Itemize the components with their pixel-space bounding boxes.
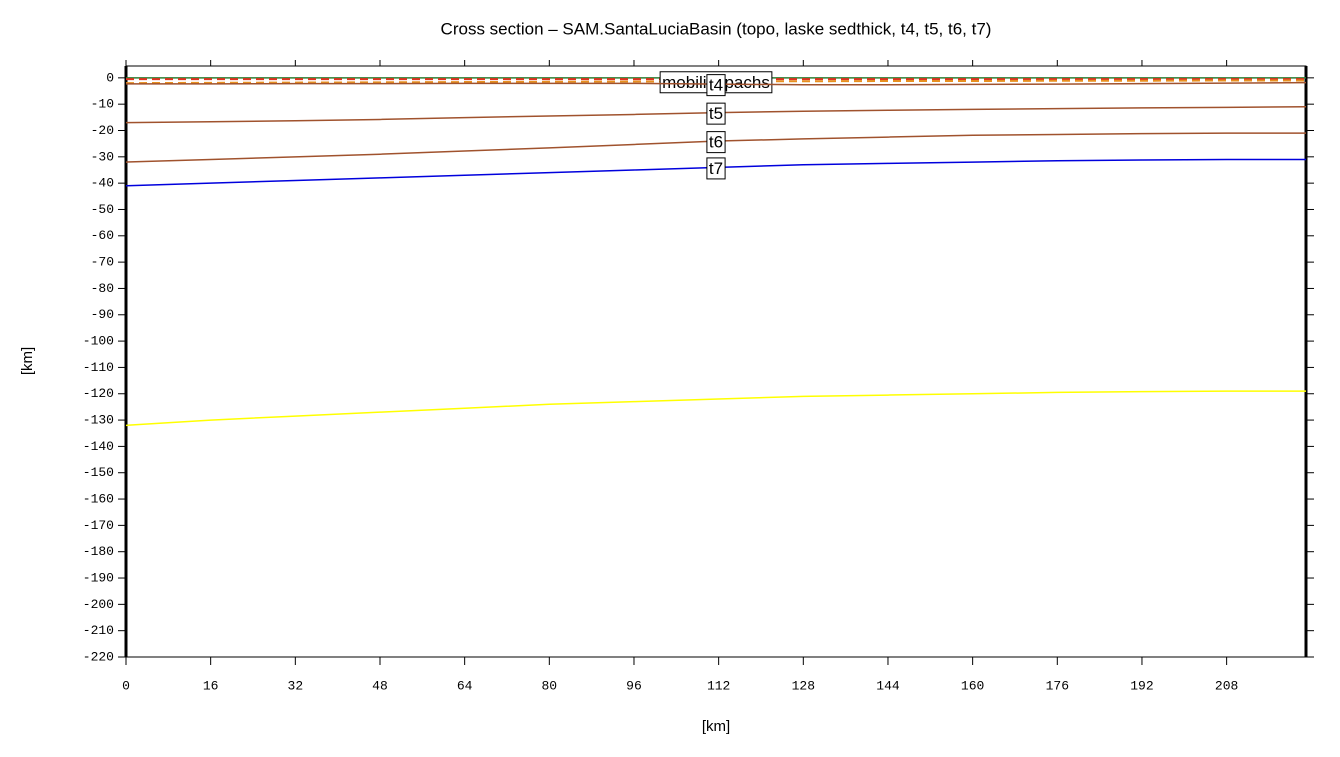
y-tick-label: 0	[106, 70, 114, 85]
x-tick-label: 144	[876, 678, 900, 693]
y-tick-label: -100	[83, 334, 114, 349]
x-tick-label: 96	[626, 678, 642, 693]
line-label-box	[706, 131, 726, 154]
x-tick-label: 160	[961, 678, 984, 693]
x-tick-label: 176	[1046, 678, 1069, 693]
y-tick-label: -70	[91, 255, 114, 270]
x-tick-label: 208	[1215, 678, 1238, 693]
line-label: t5	[709, 104, 723, 123]
x-tick-label: 112	[707, 678, 730, 693]
y-tick-label: -140	[83, 439, 114, 454]
line-label-box	[706, 74, 726, 97]
line-label: t4	[709, 76, 723, 95]
x-tick-label: 0	[122, 678, 130, 693]
line-label-box	[706, 157, 726, 180]
x-axis-label: [km]	[702, 718, 730, 735]
chart-title: Cross section – SAM.SantaLuciaBasin (top…	[441, 19, 992, 38]
y-tick-label: -170	[83, 518, 114, 533]
y-tick-label: -90	[91, 307, 114, 322]
y-tick-label: -50	[91, 202, 114, 217]
y-tick-label: -60	[91, 228, 114, 243]
x-tick-label: 80	[542, 678, 558, 693]
y-tick-label: -160	[83, 491, 114, 506]
y-tick-label: -10	[91, 97, 114, 112]
x-tick-label: 48	[372, 678, 388, 693]
plot-frame	[125, 65, 1307, 658]
y-tick-label: -110	[83, 360, 114, 375]
series-line	[125, 390, 1306, 427]
line-label: t6	[709, 133, 723, 152]
y-tick-label: -150	[83, 465, 114, 480]
y-tick-label: -120	[83, 386, 114, 401]
x-tick-label: 64	[457, 678, 473, 693]
x-tick-label: 192	[1130, 678, 1153, 693]
line-label: t7	[709, 159, 723, 178]
y-tick-label: -180	[83, 544, 114, 559]
y-tick-label: -30	[91, 149, 114, 164]
y-tick-label: -200	[83, 597, 114, 612]
x-tick-label: 16	[203, 678, 219, 693]
y-tick-label: -80	[91, 281, 114, 296]
y-tick-label: -20	[91, 123, 114, 138]
line-label-box	[706, 102, 726, 125]
y-tick-label: -190	[83, 570, 114, 585]
y-tick-label: -130	[83, 413, 114, 428]
y-tick-label: -210	[83, 623, 114, 638]
x-tick-label: 128	[792, 678, 815, 693]
y-tick-label: -40	[91, 176, 114, 191]
y-tick-label: -220	[83, 649, 114, 664]
x-tick-label: 32	[288, 678, 304, 693]
y-axis-label: [km]	[19, 347, 36, 375]
